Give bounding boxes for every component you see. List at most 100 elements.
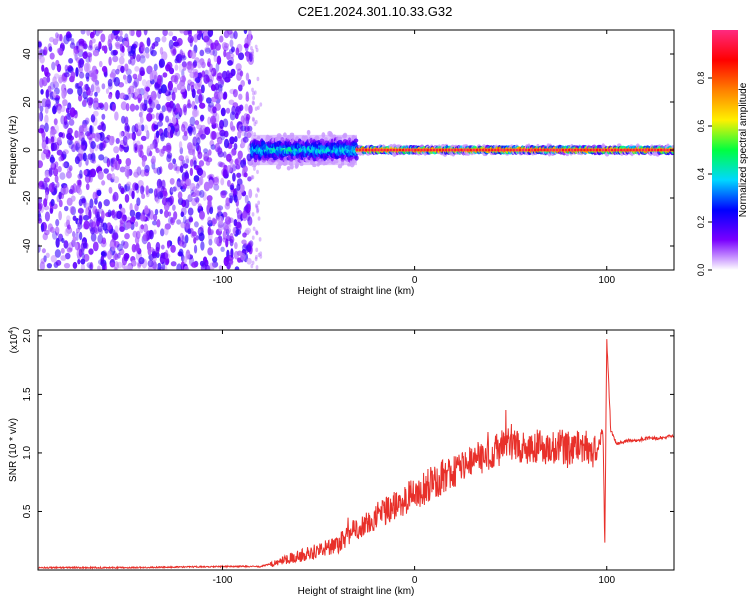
heatmap-cell bbox=[78, 81, 84, 87]
heatmap-cell bbox=[125, 222, 132, 229]
heatmap-cell bbox=[255, 230, 259, 236]
heatmap-cell bbox=[101, 123, 106, 132]
heatmap-cell bbox=[63, 262, 71, 269]
heatmap-cell bbox=[48, 46, 53, 52]
heatmap-cell bbox=[140, 102, 145, 110]
heatmap-cell bbox=[220, 78, 225, 85]
heatmap-cell bbox=[247, 125, 253, 132]
heatmap-cell bbox=[67, 127, 73, 135]
heatmap-cell bbox=[64, 228, 70, 237]
heatmap-cell bbox=[60, 39, 65, 45]
heatmap-cell bbox=[173, 162, 178, 172]
heatmap-cell bbox=[119, 166, 126, 173]
heatmap-cell bbox=[46, 262, 53, 269]
heatmap-cell bbox=[165, 144, 172, 153]
heatmap-cell bbox=[140, 135, 147, 141]
heatmap-cell bbox=[141, 159, 146, 168]
heatmap-cell bbox=[59, 105, 66, 113]
heatmap-cell bbox=[179, 109, 184, 116]
heatmap-cell bbox=[134, 221, 139, 228]
heatmap-cell bbox=[38, 211, 41, 218]
heatmap-cell bbox=[41, 98, 48, 108]
heatmap-cell bbox=[101, 265, 106, 270]
heatmap-cell bbox=[179, 75, 187, 83]
heatmap-cell bbox=[166, 61, 173, 70]
heatmap-cell bbox=[232, 172, 236, 182]
heatmap-cell bbox=[103, 136, 110, 144]
heatmap-cell bbox=[122, 241, 129, 249]
heatmap-cell bbox=[82, 99, 87, 107]
heatmap-cell bbox=[149, 100, 155, 110]
heatmap-cell bbox=[106, 157, 111, 168]
heatmap-cell bbox=[404, 148, 408, 152]
heatmap-cell bbox=[189, 159, 194, 167]
heatmap-cell bbox=[247, 176, 252, 182]
heatmap-cell bbox=[136, 166, 142, 176]
heatmap-cell bbox=[196, 72, 203, 79]
heatmap-cell bbox=[454, 148, 457, 152]
heatmap-cell bbox=[206, 195, 213, 202]
heatmap-cell bbox=[75, 227, 81, 234]
heatmap-cell bbox=[41, 139, 47, 150]
heatmap-cell bbox=[210, 144, 216, 150]
heatmap-cell bbox=[225, 197, 231, 207]
heatmap-cell bbox=[321, 132, 326, 138]
heatmap-cell bbox=[139, 67, 145, 77]
heatmap-cell bbox=[115, 68, 120, 75]
heatmap-cell bbox=[159, 208, 163, 215]
heatmap-cell bbox=[312, 163, 317, 168]
heatmap-cell bbox=[138, 124, 142, 134]
heatmap-cell bbox=[156, 103, 161, 111]
heatmap-cell bbox=[340, 161, 345, 166]
heatmap-cell bbox=[207, 30, 214, 37]
heatmap-cell bbox=[148, 150, 153, 157]
heatmap-cell bbox=[160, 132, 165, 142]
heatmap-cell bbox=[213, 54, 218, 63]
heatmap-cell bbox=[214, 83, 220, 91]
heatmap-cell bbox=[224, 76, 231, 83]
heatmap-cell bbox=[63, 115, 68, 126]
heatmap-cell bbox=[223, 130, 229, 138]
heatmap-cell bbox=[59, 172, 66, 180]
heatmap-cell bbox=[78, 38, 85, 45]
heatmap-cell bbox=[172, 204, 176, 211]
heatmap-cell bbox=[51, 183, 58, 191]
heatmap-cell bbox=[106, 250, 113, 260]
heatmap-cell bbox=[229, 195, 233, 204]
heatmap-cell bbox=[199, 189, 205, 198]
heatmap-cell bbox=[187, 126, 194, 133]
heatmap-cell bbox=[123, 40, 129, 47]
heatmap-cell bbox=[208, 179, 214, 189]
heatmap-cell bbox=[190, 50, 197, 59]
heatmap-cell bbox=[112, 191, 119, 202]
heatmap-cell bbox=[87, 45, 93, 51]
heatmap-cell bbox=[92, 191, 97, 200]
heatmap-cell bbox=[160, 228, 165, 237]
heatmap-cell bbox=[159, 148, 165, 157]
heatmap-cell bbox=[204, 46, 211, 53]
heatmap-cell bbox=[256, 208, 260, 213]
heatmap-cell bbox=[58, 131, 64, 138]
heatmap-cell bbox=[207, 174, 213, 180]
heatmap-cell bbox=[222, 237, 227, 243]
heatmap-cell bbox=[56, 47, 63, 54]
heatmap-cell bbox=[119, 226, 125, 232]
heatmap-cell bbox=[247, 34, 252, 44]
heatmap-cell bbox=[257, 252, 261, 258]
heatmap-cell bbox=[93, 102, 99, 108]
heatmap-cell bbox=[202, 191, 207, 202]
heatmap-cell bbox=[126, 74, 132, 84]
heatmap-cell bbox=[70, 71, 76, 80]
heatmap-cell bbox=[69, 42, 76, 49]
heatmap-cell bbox=[44, 211, 51, 222]
heatmap-cell bbox=[106, 173, 113, 181]
heatmap-cell bbox=[101, 65, 108, 73]
heatmap-cell bbox=[91, 158, 97, 164]
heatmap-cell bbox=[236, 172, 242, 178]
heatmap-cell bbox=[131, 243, 137, 253]
heatmap-cell bbox=[49, 208, 54, 214]
heatmap-cell bbox=[86, 30, 91, 36]
heatmap-cell bbox=[236, 209, 243, 220]
heatmap-cell bbox=[157, 262, 162, 270]
heatmap-cell bbox=[227, 30, 233, 35]
